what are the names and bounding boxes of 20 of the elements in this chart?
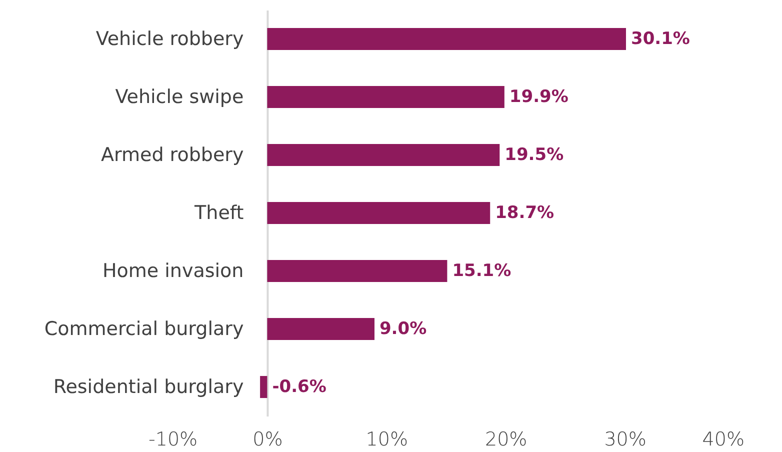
x-tick-label: 30% <box>604 428 646 450</box>
x-tick-label: 10% <box>366 428 408 450</box>
data-label: -0.6% <box>272 377 326 397</box>
data-label: 30.1% <box>630 29 690 49</box>
y-tick-label: Home invasion <box>102 260 244 282</box>
data-label: 19.5% <box>504 145 564 165</box>
y-tick-label: Vehicle swipe <box>115 86 244 108</box>
x-tick-label: 0% <box>252 428 283 450</box>
data-label: 18.7% <box>495 203 554 223</box>
y-tick-label: Theft <box>194 202 244 224</box>
y-tick-label: Vehicle robbery <box>96 28 244 50</box>
data-label: 19.9% <box>509 87 568 107</box>
x-tick-label: -10% <box>148 428 198 450</box>
y-tick-label: Residential burglary <box>53 376 244 398</box>
data-label: 9.0% <box>379 319 427 339</box>
y-tick-label: Commercial burglary <box>44 318 244 340</box>
y-tick-label: Armed robbery <box>101 144 244 166</box>
data-label: 15.1% <box>452 261 512 281</box>
x-tick-label: 40% <box>702 428 744 450</box>
x-tick-label: 20% <box>484 428 528 450</box>
